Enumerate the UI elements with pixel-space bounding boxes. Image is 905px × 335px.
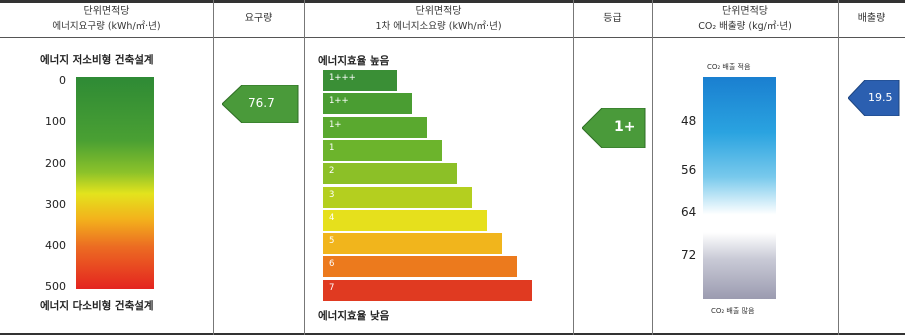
grade-bar: 1+++	[323, 70, 397, 91]
header-line: 1차 에너지소요량 (kWh/㎡·년)	[375, 21, 502, 32]
grade-bar: 1+	[323, 116, 427, 138]
grade-bar: 7	[323, 279, 532, 301]
high-emission-label: CO₂ 배출 많음	[711, 307, 755, 315]
header-demand: 요구량	[244, 13, 273, 24]
grade-bar-label: 1	[329, 142, 335, 153]
grade-bar: 1	[323, 139, 442, 161]
co2-tick: 72	[681, 248, 697, 262]
grade-bar: 5	[323, 233, 502, 255]
grade-bar-label: 6	[329, 259, 335, 270]
low-consumption-label: 에너지 저소비형 건축설계	[40, 54, 154, 66]
low-efficiency-label: 에너지효율 낮음	[318, 310, 390, 322]
demand-value: 76.7	[248, 96, 275, 110]
co2-gradient-bar	[703, 77, 776, 299]
emission-value-arrow	[848, 80, 900, 116]
grade-bar-label: 1+++	[329, 73, 356, 83]
demand-tick: 100	[45, 115, 66, 128]
co2-tick: 56	[681, 163, 697, 177]
grade-value-arrow	[582, 108, 646, 148]
column-divider	[304, 0, 305, 335]
column-divider	[573, 0, 574, 335]
grade-bar-label: 2	[329, 166, 335, 177]
grade-bar-label: 1++	[329, 96, 349, 107]
grade-bar: 1++	[323, 93, 412, 115]
header-line: CO₂ 배출량 (kg/㎡·년)	[698, 21, 792, 32]
column-divider	[213, 0, 214, 335]
grade-bar-label: 7	[329, 282, 335, 293]
high-efficiency-label: 에너지효율 높음	[318, 55, 390, 67]
grade-bar: 6	[323, 256, 517, 278]
demand-value-arrow	[222, 85, 300, 123]
header-primary-energy: 단위면적당 1차 에너지소요량 (kWh/㎡·년)	[304, 4, 573, 34]
header-line: 단위면적당	[415, 6, 462, 17]
low-emission-label: CO₂ 배출 적음	[707, 63, 751, 71]
header-line: 단위면적당	[722, 6, 768, 17]
header-demand-scale: 단위면적당 에너지요구량 (kWh/㎡·년)	[0, 4, 213, 34]
header-line: 에너지요구량 (kWh/㎡·년)	[52, 21, 161, 32]
grade-bar-label: 5	[329, 236, 335, 247]
grade-bar-label: 1+	[329, 119, 342, 130]
grade-value: 1+	[614, 119, 636, 135]
demand-tick: 300	[45, 198, 66, 211]
demand-tick: 200	[45, 157, 66, 170]
grade-bar-label: 3	[329, 189, 335, 200]
header-emission: 배출량	[857, 13, 886, 24]
header-grade: 등급	[603, 13, 622, 24]
demand-tick: 0	[59, 74, 66, 87]
grade-bar: 2	[323, 163, 457, 185]
high-consumption-label: 에너지 다소비형 건축설계	[40, 300, 154, 312]
demand-tick: 400	[45, 239, 66, 252]
co2-tick: 64	[681, 205, 697, 219]
column-divider	[838, 0, 839, 335]
emission-value: 19.5	[868, 91, 893, 104]
header-co2: 단위면적당 CO₂ 배출량 (kg/㎡·년)	[652, 4, 838, 34]
grade-bar: 4	[323, 209, 487, 231]
co2-tick: 48	[681, 114, 697, 128]
grade-bar-label: 4	[329, 212, 335, 223]
demand-gradient-bar	[76, 77, 154, 289]
demand-tick: 500	[45, 280, 66, 293]
grade-bar: 3	[323, 186, 472, 208]
header-divider	[0, 37, 905, 38]
column-divider	[652, 0, 653, 335]
header-line: 단위면적당	[83, 6, 130, 17]
